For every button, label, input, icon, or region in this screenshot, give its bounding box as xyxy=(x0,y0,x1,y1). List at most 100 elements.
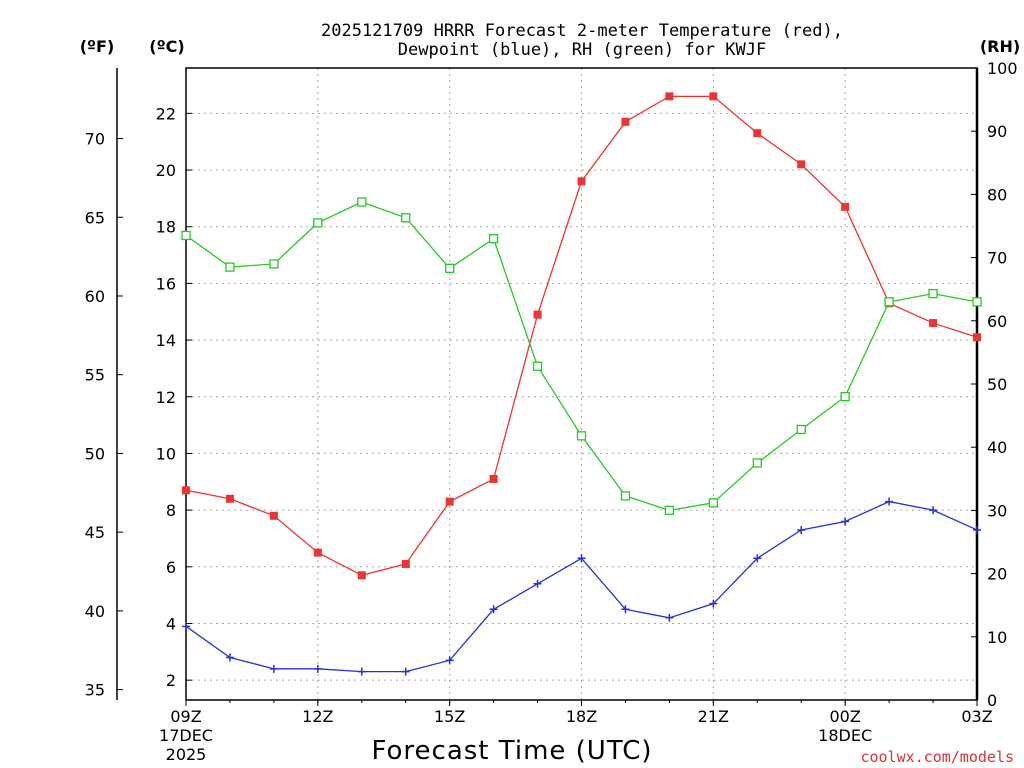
grid-lines xyxy=(186,68,977,700)
celsius-tick-label: 6 xyxy=(166,558,176,577)
rh-tick-label: 0 xyxy=(987,691,997,710)
rh-point xyxy=(181,230,191,241)
celsius-tick-label: 16 xyxy=(156,274,176,293)
celsius-unit-label: (ºC) xyxy=(149,37,184,56)
celsius-tick-label: 22 xyxy=(156,104,176,123)
x-tick-date: 18DEC xyxy=(818,726,872,745)
2-meter-temperature-point xyxy=(929,319,938,328)
dewpoint-point xyxy=(445,656,454,665)
2-meter-temperature-point xyxy=(577,177,586,186)
celsius-tick-label: 20 xyxy=(156,161,176,180)
dewpoint-point xyxy=(269,664,278,673)
2-meter-temperature-point xyxy=(445,497,454,506)
rh-point xyxy=(576,431,587,441)
2-meter-temperature-point xyxy=(621,117,630,126)
2-meter-temperature-point xyxy=(182,486,190,495)
fahrenheit-tick-label: 35 xyxy=(85,681,105,700)
x-tick-label: 00Z xyxy=(830,707,861,726)
rh-tick-label: 10 xyxy=(987,628,1007,647)
dewpoint-point xyxy=(533,579,542,588)
dewpoint-point xyxy=(973,525,981,534)
chart-title-line2: Dewpoint (blue), RH (green) for KWJF xyxy=(398,40,766,60)
rh-tick-label: 60 xyxy=(987,312,1007,331)
dewpoint-point xyxy=(885,497,894,506)
rh-point xyxy=(488,233,499,244)
2-meter-temperature-point xyxy=(357,571,366,580)
celsius-tick-label: 18 xyxy=(156,218,176,237)
dewpoint-point xyxy=(225,653,234,662)
2-meter-temperature-point xyxy=(489,474,498,483)
celsius-tick-label: 10 xyxy=(156,444,176,463)
x-tick-label: 15Z xyxy=(434,707,465,726)
rh-point xyxy=(840,391,850,402)
rh-point xyxy=(401,213,411,223)
rh-point xyxy=(225,262,235,272)
rh-point xyxy=(357,197,367,207)
fahrenheit-tick-label: 45 xyxy=(85,523,105,542)
dewpoint-point xyxy=(665,613,674,622)
credit-text: coolwx.com/models xyxy=(860,748,1014,766)
fahrenheit-tick-label: 40 xyxy=(85,602,105,621)
rh-tick-label: 70 xyxy=(987,249,1007,268)
x-axis-title: Forecast Time (UTC) xyxy=(371,736,652,766)
celsius-tick-label: 2 xyxy=(166,671,176,690)
2-meter-temperature-point xyxy=(225,494,234,503)
rh-point xyxy=(664,505,675,516)
rh-tick-label: 90 xyxy=(987,122,1007,141)
fahrenheit-unit-label: (ºF) xyxy=(80,37,115,56)
rh-point xyxy=(269,259,279,269)
rh-point xyxy=(796,424,806,435)
2-meter-temperature-point xyxy=(313,548,322,557)
fahrenheit-tick-label: 55 xyxy=(85,366,105,385)
dewpoint-point xyxy=(709,599,718,608)
series-layer xyxy=(181,92,982,676)
fahrenheit-tick-label: 65 xyxy=(85,208,105,227)
2-meter-temperature-point xyxy=(269,511,278,520)
dewpoint-point xyxy=(401,667,410,676)
chart-title-line1: 2025121709 HRRR Forecast 2-meter Tempera… xyxy=(321,21,843,41)
x-tick-year: 2025 xyxy=(166,745,207,764)
dewpoint-point xyxy=(357,667,366,676)
rh-point xyxy=(708,498,718,508)
dewpoint-point xyxy=(797,525,806,534)
rh-tick-label: 100 xyxy=(987,59,1018,78)
2-meter-temperature-point xyxy=(533,310,542,319)
rh-unit-label: (RH) xyxy=(980,37,1020,56)
dewpoint-point xyxy=(929,506,938,515)
rh-tick-label: 20 xyxy=(987,565,1007,584)
fahrenheit-tick-label: 60 xyxy=(85,287,105,306)
rh-tick-label: 50 xyxy=(987,375,1007,394)
2-meter-temperature-point xyxy=(973,333,981,342)
celsius-tick-label: 4 xyxy=(166,614,176,633)
rh-point xyxy=(884,297,894,307)
dewpoint-point xyxy=(621,605,630,614)
dewpoint-point xyxy=(313,664,322,673)
rh-point xyxy=(532,361,543,371)
x-tick-label: 21Z xyxy=(698,707,729,726)
rh-point xyxy=(972,297,982,307)
rh-point xyxy=(752,458,762,468)
dewpoint-point xyxy=(182,622,190,631)
dewpoint-point xyxy=(841,517,850,526)
rh-point xyxy=(313,218,323,228)
dewpoint-point xyxy=(489,605,498,614)
2-meter-temperature-point xyxy=(753,129,762,138)
2-meter-temperature-point xyxy=(709,92,718,101)
x-tick-label: 18Z xyxy=(566,707,597,726)
rh-point xyxy=(445,263,455,273)
2-meter-temperature-point xyxy=(841,202,850,211)
x-tick-label: 09Z xyxy=(170,707,201,726)
rh-tick-label: 40 xyxy=(987,438,1007,457)
rh-tick-label: 30 xyxy=(987,501,1007,520)
x-tick-label: 03Z xyxy=(961,707,992,726)
fahrenheit-tick-label: 70 xyxy=(85,130,105,149)
2-meter-temperature-line xyxy=(185,95,978,576)
rh-point xyxy=(928,288,938,299)
celsius-tick-label: 8 xyxy=(166,501,176,520)
plot-frame xyxy=(185,67,978,701)
dewpoint-point xyxy=(753,554,762,563)
x-tick-label: 12Z xyxy=(302,707,333,726)
dewpoint-point xyxy=(577,554,586,563)
